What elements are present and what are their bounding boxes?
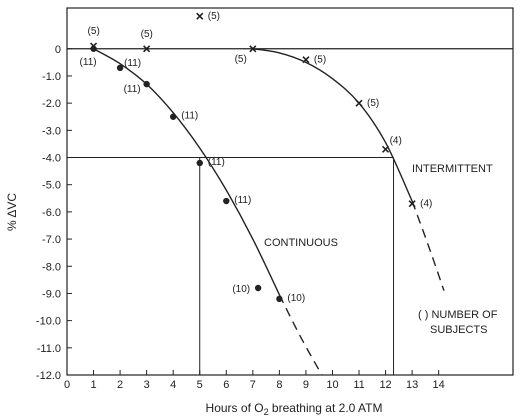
y-tick-label: -11.0	[37, 343, 61, 355]
continuous-point-label: (11)	[80, 57, 97, 68]
intermittent-point	[196, 12, 204, 20]
x-tick-label: 9	[303, 379, 309, 391]
continuous-point	[276, 295, 283, 303]
y-tick-label: 0	[55, 44, 61, 56]
intermittent-point	[408, 200, 416, 208]
x-tick-label: 4	[170, 379, 176, 391]
y-tick-label: -5.0	[42, 180, 61, 192]
y-tick-label: -4.0	[42, 153, 61, 165]
continuous-point-label: (10)	[287, 293, 305, 304]
intermittent-point-label: (4)	[390, 135, 402, 146]
x-axis-label-rest: breathing at 2.0 ATM	[269, 401, 383, 415]
intermittent-point-stroke	[143, 45, 151, 53]
x-tick-label: 11	[353, 379, 364, 391]
x-tick-label: 8	[276, 379, 282, 391]
intermittent-point-stroke	[355, 99, 363, 107]
continuous-curve	[93, 48, 281, 296]
x-axis-label-main: Hours of O	[206, 401, 264, 415]
x-tick-label: 2	[117, 379, 123, 391]
intermittent-point-label: (5)	[88, 26, 100, 37]
y-tick-label: -3.0	[42, 125, 61, 137]
intermittent-point-stroke	[89, 42, 98, 50]
intermittent-point-stroke	[408, 200, 416, 208]
continuous-point	[169, 113, 177, 120]
continuous-point-label: (10)	[232, 284, 250, 295]
y-tick-label: -7.0	[42, 234, 61, 246]
continuous-point-label: (11)	[208, 157, 225, 168]
y-tick-label: -1.0	[42, 71, 61, 83]
intermittent-point-label: (5)	[208, 11, 220, 22]
x-tick-label: 1	[90, 379, 96, 391]
reference-lines	[67, 157, 395, 375]
y-tick-label: -2.0	[42, 98, 61, 110]
continuous-point	[143, 80, 150, 88]
intermittent-point-label: (4)	[420, 199, 432, 210]
y-axis-label: % ΔVC	[5, 193, 19, 231]
legend-line-2: SUBJECTS	[430, 324, 487, 336]
data-markers	[89, 12, 416, 303]
y-tick-label: -12.0	[36, 370, 61, 382]
intermittent-point	[89, 42, 98, 50]
continuous-label: CONTINUOUS	[264, 237, 338, 249]
intermittent-point	[355, 99, 363, 107]
y-tick-label: -6.0	[42, 207, 61, 219]
legend-line-1: ( ) NUMBER OF	[418, 309, 498, 321]
x-tick-label: 10	[326, 379, 338, 391]
intermittent-point	[143, 45, 151, 53]
intermittent-point-label: (5)	[141, 29, 153, 40]
x-tick-label: 3	[144, 379, 150, 391]
point-labels: (11) (11) (11) (11) (11) (11) (10) (10) (5) (5) (5…	[80, 11, 433, 304]
continuous-curve-dashed	[278, 294, 323, 376]
intermittent-point-label: (5)	[235, 54, 247, 65]
axis-ticks: 0 1 2 3 4 5 6 7 8 9 10 11 12 13 140-1.0-2.0-3.0-4.0-5.…	[36, 44, 445, 391]
x-tick-label: 7	[250, 379, 256, 391]
y-tick-label: -10.0	[36, 316, 61, 328]
intermittent-point-stroke	[196, 12, 204, 20]
intermittent-curve	[252, 48, 413, 202]
x-tick-label: 12	[379, 379, 391, 391]
x-tick-label: 6	[223, 379, 229, 391]
intermittent-point-stroke	[382, 145, 390, 153]
continuous-point	[223, 197, 230, 205]
plot-frame	[66, 7, 514, 376]
intermittent-point-stroke	[249, 45, 257, 53]
continuous-point-label: (11)	[124, 58, 141, 69]
x-axis-label: Hours of O2 breathing at 2.0 ATM	[206, 401, 383, 417]
intermittent-point	[249, 45, 257, 53]
continuous-point-label: (11)	[124, 84, 141, 95]
y-tick-label: -9.0	[42, 288, 61, 300]
fit-curves	[93, 48, 445, 376]
x-axis-label-sub: 2	[264, 407, 269, 417]
intermittent-point-label: (5)	[314, 55, 326, 66]
y-tick-label: -8.0	[42, 261, 61, 273]
intermittent-curve-dashed	[411, 200, 445, 291]
continuous-point-label: (11)	[181, 111, 198, 122]
x-tick-label: 14	[433, 379, 445, 391]
continuous-point	[116, 64, 124, 72]
x-tick-label: 0	[64, 379, 70, 391]
continuous-point-label: (11)	[234, 195, 251, 206]
intermittent-point	[302, 56, 310, 64]
intermittent-label: INTERMITTENT	[412, 163, 493, 175]
plot-border	[66, 7, 514, 376]
x-tick-label: 13	[406, 379, 418, 391]
intermittent-point	[382, 145, 390, 153]
x-tick-label: 5	[197, 379, 203, 391]
continuous-point	[254, 284, 262, 292]
intermittent-point-stroke	[302, 56, 310, 64]
intermittent-point-label: (5)	[367, 98, 379, 109]
continuous-point	[196, 159, 203, 167]
